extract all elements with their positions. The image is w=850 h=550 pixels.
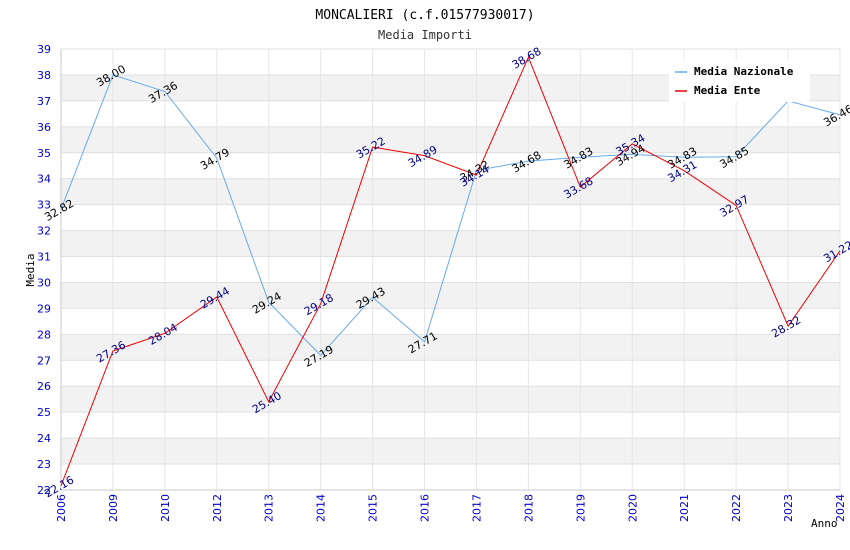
x-tick-2014: 2014: [315, 494, 328, 522]
chart-subtitle: Media Importi: [378, 28, 472, 42]
series-line-media-ente: [60, 56, 841, 486]
x-axis-label: Anno: [811, 517, 838, 530]
data-label-nazionale-2024: 36.46: [821, 102, 850, 129]
x-tick-2006: 2006: [55, 494, 68, 522]
x-tick-2009: 2009: [107, 494, 120, 522]
x-tick-2023: 2023: [782, 494, 795, 522]
y-tick-23: 23: [37, 458, 51, 471]
y-tick-28: 28: [37, 328, 51, 341]
y-tick-27: 27: [37, 354, 51, 367]
x-tick-2024: 2024: [834, 494, 847, 522]
legend-background: [669, 60, 810, 102]
x-tick-labels: 2006 2009 2010 2012 2013 2014 2015 2016 2017 2018…: [55, 494, 847, 522]
x-tick-2016: 2016: [419, 494, 432, 522]
y-tick-22: 22: [37, 484, 51, 497]
band-25: [61, 386, 840, 413]
y-tick-35: 35: [37, 147, 51, 160]
x-tick-2022: 2022: [730, 494, 743, 522]
y-tick-labels: 22 23 24 25 26 27 28 29 30 31 32 33 34 35 36 37 38 39: [37, 43, 51, 497]
y-tick-33: 33: [37, 199, 51, 212]
y-tick-38: 38: [37, 69, 51, 82]
x-tick-2017: 2017: [470, 494, 483, 522]
x-tick-2020: 2020: [626, 494, 639, 522]
chart-title: MONCALIERI (c.f.01577930017): [315, 8, 534, 23]
axes: [60, 49, 840, 491]
x-tick-2021: 2021: [678, 494, 691, 522]
x-tick-2013: 2013: [263, 494, 276, 522]
band-23: [61, 438, 840, 465]
y-tick-36: 36: [37, 121, 51, 134]
band-27: [61, 334, 840, 361]
y-tick-32: 32: [37, 225, 51, 238]
series-lines: [60, 56, 841, 486]
y-tick-31: 31: [37, 251, 51, 264]
y-tick-30: 30: [37, 276, 51, 289]
data-labels: 32.8238.0037.3634.7929.2427.1929.4327.71…: [42, 45, 850, 501]
band-29: [61, 282, 840, 309]
x-tick-2019: 2019: [574, 494, 587, 522]
y-tick-24: 24: [37, 432, 51, 445]
x-tick-2018: 2018: [522, 494, 535, 522]
y-tick-39: 39: [37, 43, 51, 56]
series-line-media-nazionale: [60, 74, 841, 357]
y-axis-label: Media: [24, 253, 37, 286]
y-tick-25: 25: [37, 406, 51, 419]
background-bands: [61, 74, 840, 465]
legend-label-media-nazionale: Media Nazionale: [694, 65, 794, 78]
grid-lines: [60, 48, 841, 491]
y-tick-26: 26: [37, 380, 51, 393]
band-31: [61, 230, 840, 257]
y-tick-29: 29: [37, 302, 51, 315]
x-tick-2015: 2015: [367, 494, 380, 522]
x-tick-2012: 2012: [211, 494, 224, 522]
x-tick-2010: 2010: [159, 494, 172, 522]
y-tick-34: 34: [37, 173, 51, 186]
band-33: [61, 178, 840, 205]
legend-label-media-ente: Media Ente: [694, 84, 761, 97]
y-tick-37: 37: [37, 95, 51, 108]
band-35: [61, 126, 840, 153]
legend: Media Nazionale Media Ente: [669, 60, 810, 102]
